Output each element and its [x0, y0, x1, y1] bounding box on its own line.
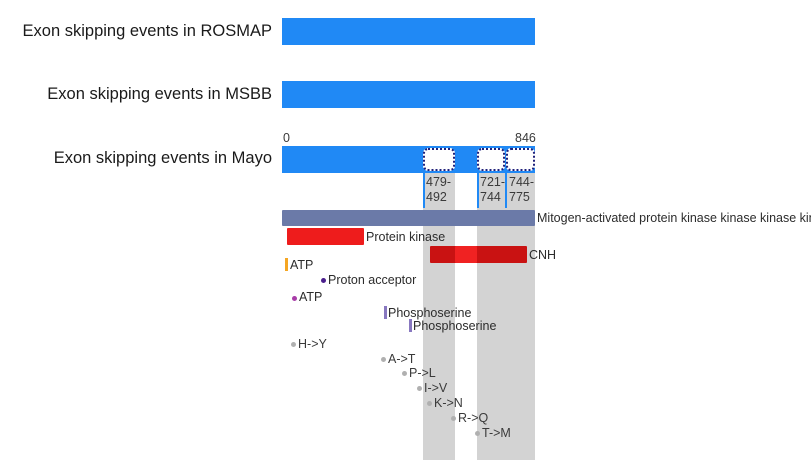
domain-label-mapk-kinase-family: Mitogen-activated protein kinase kinase …: [537, 211, 811, 225]
skipped-exon-box-744-775[interactable]: [506, 148, 535, 171]
axis-tick-start: 0: [283, 131, 290, 145]
skipped-exon-label-479-492: 479- 492: [426, 175, 452, 204]
site-label-proton-acceptor: Proton acceptor: [328, 273, 417, 287]
domain-label-protein-kinase: Protein kinase: [366, 230, 446, 244]
variant-label-t-m: T->M: [482, 426, 511, 440]
site-marker-atp-binding-dot[interactable]: [292, 296, 297, 301]
domain-bar-cnh[interactable]: [430, 246, 527, 263]
site-label-phosphoserine-1: Phosphoserine: [388, 306, 472, 320]
variant-marker-t-m[interactable]: [475, 431, 480, 436]
variant-label-h-y: H->Y: [298, 337, 327, 351]
event-bar-rosmap[interactable]: [282, 18, 535, 45]
event-bar-msbb[interactable]: [282, 81, 535, 108]
variant-marker-r-q[interactable]: [451, 416, 456, 421]
domain-bar-protein-kinase[interactable]: [287, 228, 364, 245]
variant-marker-k-n[interactable]: [427, 401, 432, 406]
track-label-mayo: Exon skipping events in Mayo: [53, 149, 272, 167]
skipped-exon-box-721-744[interactable]: [477, 148, 505, 171]
domain-bar-mapk-kinase-family[interactable]: [282, 210, 535, 226]
variant-label-r-q: R->Q: [458, 411, 489, 425]
variant-marker-a-t[interactable]: [381, 357, 386, 362]
band-separator: [505, 172, 507, 208]
skipped-exon-box-479-492[interactable]: [423, 148, 455, 171]
site-marker-atp-binding-tick[interactable]: [285, 258, 288, 271]
site-marker-phosphoserine-tick-1[interactable]: [384, 306, 387, 319]
site-marker-phosphoserine-tick-2[interactable]: [409, 319, 412, 332]
track-label-msbb: Exon skipping events in MSBB: [47, 85, 272, 103]
variant-label-i-v: I->V: [424, 381, 448, 395]
variant-label-a-t: A->T: [388, 352, 416, 366]
track-label-rosmap: Exon skipping events in ROSMAP: [22, 22, 272, 40]
skipped-exon-label-744-775: 744- 775: [509, 175, 535, 204]
skipped-exon-label-721-744: 721- 744: [480, 175, 506, 204]
site-label-atp-2: ATP: [299, 290, 323, 304]
site-marker-proton-acceptor-dot[interactable]: [321, 278, 326, 283]
variant-marker-i-v[interactable]: [417, 386, 422, 391]
variant-label-p-l: P->L: [409, 366, 436, 380]
domain-bar-cnh-segment: [455, 246, 477, 263]
variant-label-k-n: K->N: [434, 396, 463, 410]
band-separator: [477, 172, 479, 208]
domain-label-cnh: CNH: [529, 248, 557, 262]
variant-marker-p-l[interactable]: [402, 371, 407, 376]
site-label-atp-1: ATP: [290, 258, 314, 272]
band-separator: [423, 172, 425, 208]
axis-tick-end: 846: [515, 131, 536, 145]
variant-marker-h-y[interactable]: [291, 342, 296, 347]
site-label-phosphoserine-2: Phosphoserine: [413, 319, 497, 333]
